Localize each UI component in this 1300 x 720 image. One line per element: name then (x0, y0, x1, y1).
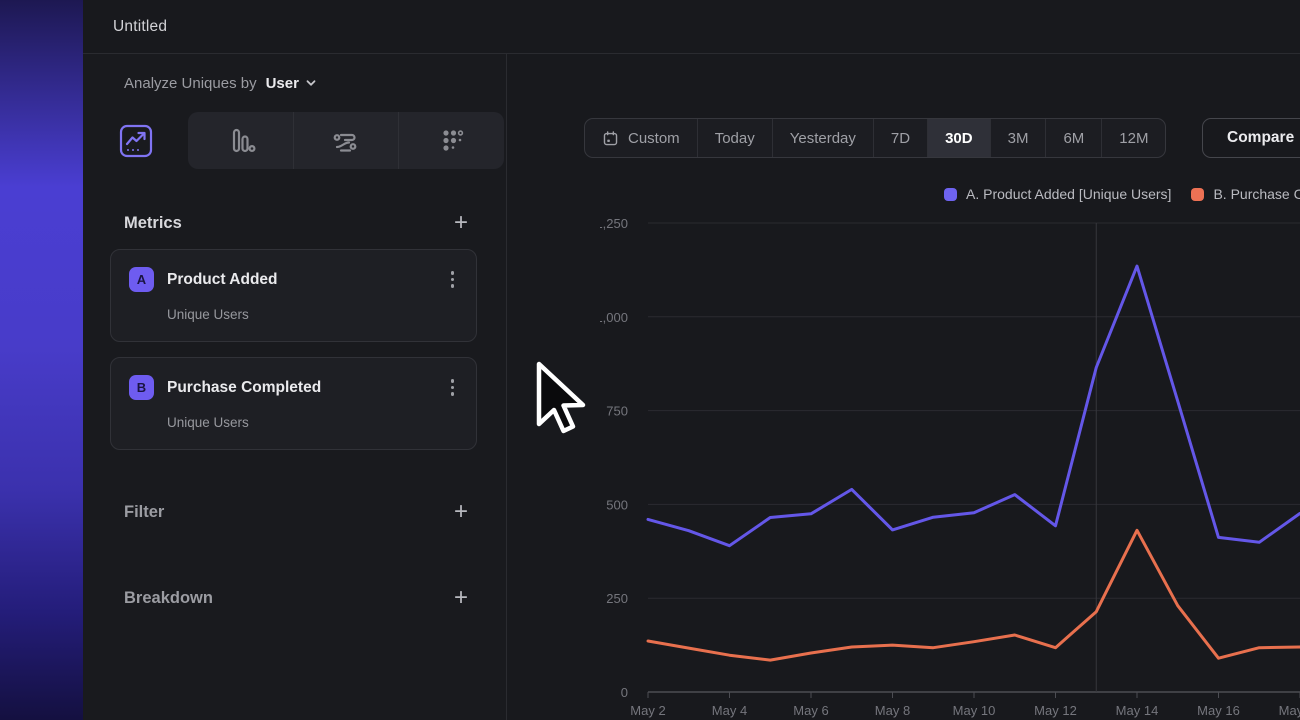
metric-card-header: A Product Added (129, 267, 460, 292)
x-axis-label: May 18 (1279, 703, 1300, 718)
range-label: 3M (1008, 130, 1029, 147)
bar-chart-icon (222, 123, 258, 159)
x-axis-label: May 12 (1034, 703, 1077, 718)
x-axis-label: May 2 (630, 703, 665, 718)
analyze-by-dropdown[interactable]: User (266, 75, 317, 92)
x-axis-label: May 10 (953, 703, 996, 718)
metric-name: Purchase Completed (167, 379, 321, 397)
x-axis-label: May 8 (875, 703, 910, 718)
date-range-control: Custom Today Yesterday 7D 30D 3M 6M 12M (584, 118, 1166, 158)
sidebar: Analyze Uniques by User (83, 54, 507, 720)
filter-label: Filter (124, 503, 164, 522)
x-axis-label: May 14 (1116, 703, 1159, 718)
range-label: 6M (1063, 130, 1084, 147)
series-line (648, 530, 1300, 660)
range-label: Custom (628, 130, 680, 147)
legend-swatch (1191, 188, 1204, 201)
app-window: Untitled Analyze Uniques by User (83, 0, 1300, 720)
legend-swatch (944, 188, 957, 201)
x-axis-label: May 6 (793, 703, 828, 718)
x-axis-label: May 4 (712, 703, 747, 718)
metric-card[interactable]: B Purchase Completed Unique Users (110, 357, 477, 450)
analyze-label: Analyze Uniques by (124, 75, 257, 92)
metric-card-list: A Product Added Unique Users B Purchase Comp… (110, 249, 477, 450)
y-axis-label: 750 (606, 404, 628, 419)
tab-funnel-dots[interactable] (398, 112, 504, 169)
y-axis-label: 1,250 (600, 216, 628, 231)
range-12m[interactable]: 12M (1101, 119, 1165, 157)
chart-type-tabs (83, 112, 506, 169)
range-7d[interactable]: 7D (873, 119, 927, 157)
analyze-by-value: User (266, 75, 299, 92)
chevron-down-icon (305, 77, 317, 89)
compare-button[interactable]: Compare (1202, 118, 1300, 158)
analyze-row: Analyze Uniques by User (83, 54, 506, 112)
add-filter-button[interactable]: + (452, 502, 470, 522)
kebab-menu-icon[interactable] (445, 375, 461, 400)
metric-card-header: B Purchase Completed (129, 375, 460, 400)
x-axis-label: May 16 (1197, 703, 1240, 718)
metric-card[interactable]: A Product Added Unique Users (110, 249, 477, 342)
range-today[interactable]: Today (697, 119, 772, 157)
legend-item[interactable]: B. Purchase Completed [Unique Users] (1191, 186, 1300, 202)
range-label: Today (715, 130, 755, 147)
breakdown-section: Breakdown + (124, 588, 470, 608)
metric-series-badge: A (129, 267, 154, 292)
legend-label: A. Product Added [Unique Users] (966, 186, 1171, 202)
range-label: Yesterday (790, 130, 856, 147)
y-axis-label: 1,000 (600, 310, 628, 325)
range-label: 12M (1119, 130, 1148, 147)
legend-item[interactable]: A. Product Added [Unique Users] (944, 186, 1171, 202)
metric-subtitle: Unique Users (167, 415, 460, 430)
metric-subtitle: Unique Users (167, 307, 460, 322)
y-axis-label: 250 (606, 591, 628, 606)
chart-type-tab-strip (188, 112, 504, 169)
flow-icon (328, 123, 364, 159)
y-axis-label: 500 (606, 497, 628, 512)
range-3m[interactable]: 3M (990, 119, 1046, 157)
y-axis-label: 0 (621, 685, 628, 700)
range-custom[interactable]: Custom (585, 119, 697, 157)
window-header: Untitled (83, 0, 1300, 54)
tab-flow[interactable] (293, 112, 399, 169)
mouse-cursor (531, 358, 589, 444)
kebab-menu-icon[interactable] (445, 267, 461, 292)
line-chart-icon (118, 123, 154, 159)
report-title[interactable]: Untitled (113, 18, 167, 36)
metrics-title: Metrics (124, 214, 182, 233)
desktop-wallpaper (0, 0, 83, 720)
calendar-icon (602, 130, 619, 147)
legend-label: B. Purchase Completed [Unique Users] (1213, 186, 1300, 202)
tab-line-chart[interactable] (83, 112, 188, 169)
metrics-section-header: Metrics + (124, 213, 470, 233)
range-yesterday[interactable]: Yesterday (772, 119, 873, 157)
range-30d[interactable]: 30D (927, 119, 990, 157)
breakdown-label: Breakdown (124, 589, 213, 608)
line-chart[interactable]: 0 250 500 750 1,000 1,250 May 2 May 4 May 6 May 8… (600, 210, 1300, 720)
tab-bar-chart[interactable] (188, 112, 293, 169)
chart-legend: A. Product Added [Unique Users] B. Purcha… (944, 186, 1300, 202)
funnel-dots-icon (434, 123, 470, 159)
range-label: 30D (945, 130, 973, 147)
filter-section: Filter + (124, 502, 470, 522)
metric-series-badge: B (129, 375, 154, 400)
series-line (648, 266, 1300, 546)
main-panel: Custom Today Yesterday 7D 30D 3M 6M 12M Compare… (508, 54, 1300, 720)
range-6m[interactable]: 6M (1045, 119, 1101, 157)
metric-name: Product Added (167, 271, 278, 289)
add-breakdown-button[interactable]: + (452, 588, 470, 608)
add-metric-button[interactable]: + (452, 213, 470, 233)
range-label: 7D (891, 130, 910, 147)
